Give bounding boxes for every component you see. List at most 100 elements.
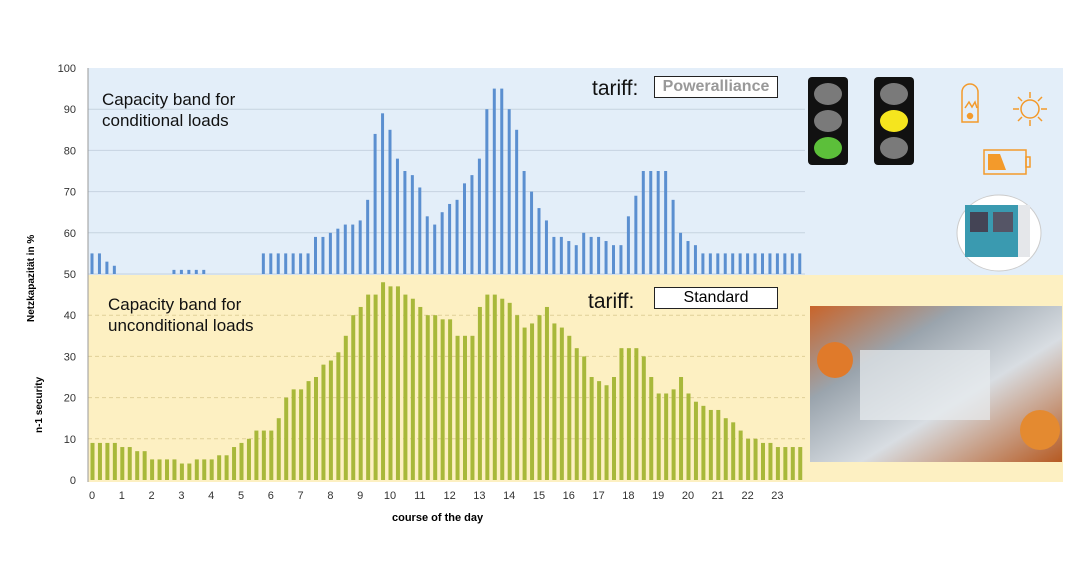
- unconditional-bar: [626, 348, 631, 480]
- unconditional-bar: [306, 381, 311, 480]
- lamp-yellow-off: [814, 110, 842, 132]
- conditional-bar: [768, 253, 772, 274]
- unconditional-bar: [440, 319, 445, 480]
- conditional-bar: [500, 88, 504, 274]
- conditional-bar: [798, 253, 802, 274]
- unconditional-bar: [537, 315, 542, 480]
- unconditional-bar: [276, 418, 281, 480]
- unconditional-bar: [619, 348, 624, 480]
- unconditional-bar: [343, 335, 348, 480]
- y-tick-label: 90: [64, 104, 76, 116]
- conditional-bar: [187, 269, 191, 274]
- conditional-bar: [597, 236, 601, 274]
- unconditional-bar: [597, 381, 602, 480]
- traffic-light-yellow: [874, 77, 914, 165]
- unconditional-bar: [165, 459, 169, 480]
- unconditional-bar: [485, 294, 490, 480]
- unconditional-bar: [701, 405, 706, 480]
- conditional-bar: [671, 199, 675, 274]
- x-tick-label: 2: [149, 490, 155, 502]
- conditional-bar: [634, 195, 638, 274]
- conditional-bar: [343, 224, 347, 274]
- conditional-bar: [723, 253, 727, 274]
- unconditional-bar: [202, 459, 207, 480]
- battery-icon: [983, 149, 1031, 175]
- conditional-bar: [619, 245, 623, 274]
- unconditional-bar: [187, 463, 192, 480]
- y-tick-label: 70: [64, 187, 76, 199]
- poweralliance-logo: Poweralliance: [654, 76, 778, 98]
- x-tick-label: 0: [89, 490, 95, 502]
- y-tick-label: 40: [64, 310, 76, 322]
- conditional-bar: [90, 253, 94, 274]
- x-tick-label: 18: [622, 490, 634, 502]
- unconditional-bar: [105, 442, 110, 480]
- unconditional-bar: [686, 393, 691, 480]
- unconditional-bar: [209, 459, 214, 480]
- x-tick-label: 7: [298, 490, 304, 502]
- unconditional-bar: [448, 319, 453, 480]
- conditional-bar: [783, 253, 787, 274]
- unconditional-bar: [693, 401, 698, 480]
- conditional-bar: [693, 245, 697, 274]
- unconditional-bar: [217, 455, 222, 480]
- unconditional-bar: [492, 294, 497, 480]
- x-tick-label: 6: [268, 490, 274, 502]
- unconditional-bar: [254, 430, 259, 480]
- unconditional-bar: [738, 430, 743, 480]
- unconditional-bar: [634, 348, 639, 480]
- x-tick-label: 5: [238, 490, 244, 502]
- y-tick-label: 100: [58, 63, 76, 75]
- lamp-red-off: [814, 83, 842, 105]
- conditional-bar: [470, 175, 474, 274]
- x-tick-label: 22: [741, 490, 753, 502]
- x-tick-label: 4: [208, 490, 214, 502]
- traffic-light-green: [808, 77, 848, 165]
- conditional-bar: [194, 269, 198, 274]
- unconditional-bar: [239, 442, 244, 480]
- unconditional-bar: [775, 447, 780, 480]
- unconditional-bar: [127, 447, 132, 480]
- unconditional-bar: [142, 451, 147, 480]
- conditional-bar: [515, 129, 519, 274]
- conditional-bar: [537, 208, 541, 274]
- unconditional-bar: [433, 315, 438, 480]
- unconditional-bar: [395, 286, 400, 480]
- unconditional-bar: [150, 459, 155, 480]
- conditional-bar: [738, 253, 742, 274]
- x-tick-label: 9: [357, 490, 363, 502]
- lower-band-label-2: unconditional loads: [108, 316, 254, 335]
- conditional-bar: [604, 241, 608, 274]
- unconditional-bar: [649, 377, 654, 480]
- conditional-bar: [410, 175, 414, 274]
- unconditional-bar: [559, 327, 564, 480]
- unconditional-bar: [582, 356, 587, 480]
- conditional-bar: [351, 224, 355, 274]
- conditional-bar: [761, 253, 764, 274]
- conditional-bar: [567, 241, 571, 274]
- unconditional-bar: [463, 335, 467, 480]
- conditional-bar: [530, 191, 534, 274]
- conditional-bar: [314, 236, 317, 274]
- unconditional-bar: [500, 298, 505, 480]
- x-axis-title: course of the day: [392, 512, 484, 524]
- x-tick-label: 23: [771, 490, 783, 502]
- y-tick-label: 60: [64, 228, 76, 240]
- x-tick-label: 11: [414, 490, 425, 502]
- unconditional-bar: [783, 447, 788, 480]
- unconditional-bar: [671, 389, 676, 480]
- x-tick-label: 21: [712, 490, 724, 502]
- y-tick-label: 0: [70, 475, 76, 487]
- lower-band-label: Capacity band for unconditional loads: [108, 294, 254, 336]
- x-tick-label: 10: [384, 490, 396, 502]
- y-axis-title-2: n-1 security: [34, 376, 45, 433]
- upper-band-label-2: conditional loads: [102, 111, 229, 130]
- unconditional-bar: [366, 294, 371, 480]
- unconditional-bar: [790, 447, 795, 480]
- unconditional-bar: [232, 447, 237, 480]
- conditional-bar: [708, 253, 712, 274]
- conditional-bar: [582, 232, 586, 274]
- machine-photo: [956, 194, 1042, 272]
- conditional-bar: [395, 158, 399, 274]
- unconditional-bar: [112, 442, 117, 480]
